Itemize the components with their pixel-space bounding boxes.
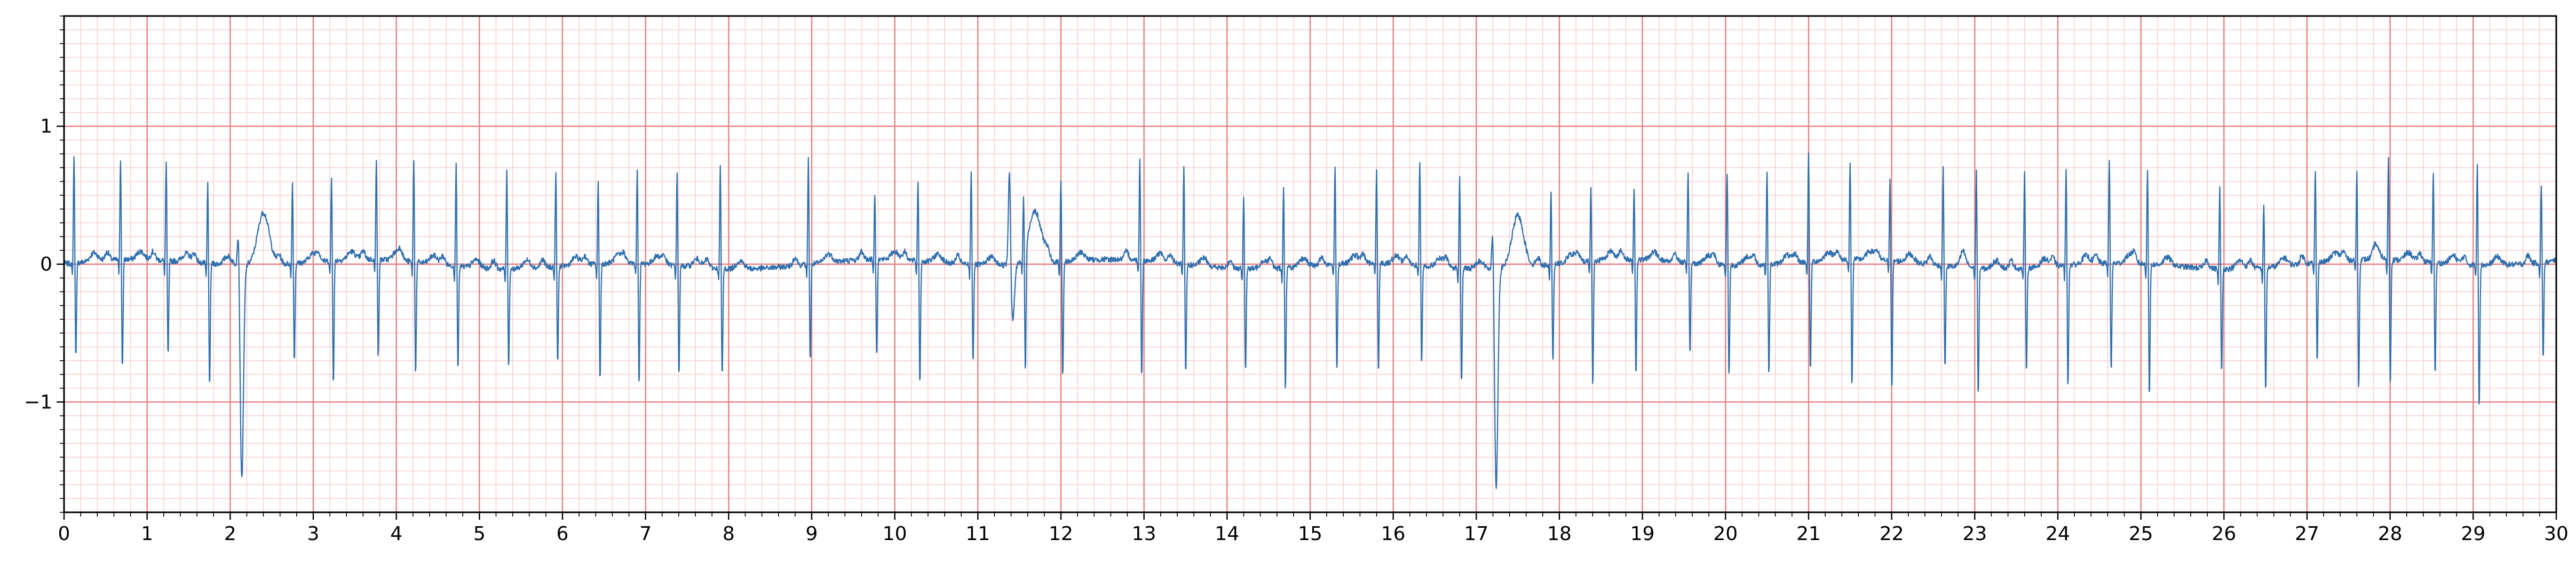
x-tick-label: 28 (2378, 523, 2403, 545)
x-tick-label: 17 (1464, 523, 1488, 545)
x-tick-label: 7 (639, 523, 652, 545)
x-tick-label: 24 (2046, 523, 2070, 545)
x-tick-label: 27 (2295, 523, 2319, 545)
x-tick-label: 8 (723, 523, 735, 545)
x-tick-label: 13 (1132, 523, 1156, 545)
x-tick-label: 0 (58, 523, 70, 545)
x-tick-label: 26 (2212, 523, 2236, 545)
y-tick-label: −1 (24, 391, 52, 413)
x-tick-label: 2 (224, 523, 236, 545)
x-tick-label: 6 (557, 523, 569, 545)
x-tick-label: 30 (2544, 523, 2569, 545)
x-tick-label: 19 (1630, 523, 1655, 545)
x-tick-label: 10 (883, 523, 907, 545)
x-tick-label: 5 (473, 523, 486, 545)
x-tick-label: 23 (1962, 523, 1987, 545)
x-tick-label: 12 (1049, 523, 1073, 545)
y-tick-label: 0 (40, 253, 52, 275)
x-tick-label: 16 (1381, 523, 1406, 545)
x-tick-label: 1 (141, 523, 153, 545)
y-axis: −1 0 1 (24, 15, 64, 513)
x-tick-label: 20 (1713, 523, 1738, 545)
x-tick-label: 21 (1796, 523, 1821, 545)
x-tick-label: 22 (1880, 523, 1904, 545)
x-axis: 0 1 2 3 4 5 6 7 8 9 10 11 12 13 14 15 16 17 18 19 20 21 22 23 24… (58, 512, 2569, 545)
x-tick-label: 18 (1547, 523, 1572, 545)
x-tick-label: 4 (390, 523, 402, 545)
x-tick-label: 14 (1215, 523, 1239, 545)
signal-layer (63, 152, 2557, 489)
ecg-signal-line (63, 152, 2557, 489)
x-tick-label: 11 (965, 523, 990, 545)
x-tick-label: 25 (2129, 523, 2153, 545)
x-tick-label: 3 (307, 523, 320, 545)
x-tick-label: 15 (1298, 523, 1322, 545)
y-tick-label: 1 (40, 116, 52, 138)
x-tick-label: 9 (806, 523, 818, 545)
x-tick-label: 29 (2461, 523, 2485, 545)
